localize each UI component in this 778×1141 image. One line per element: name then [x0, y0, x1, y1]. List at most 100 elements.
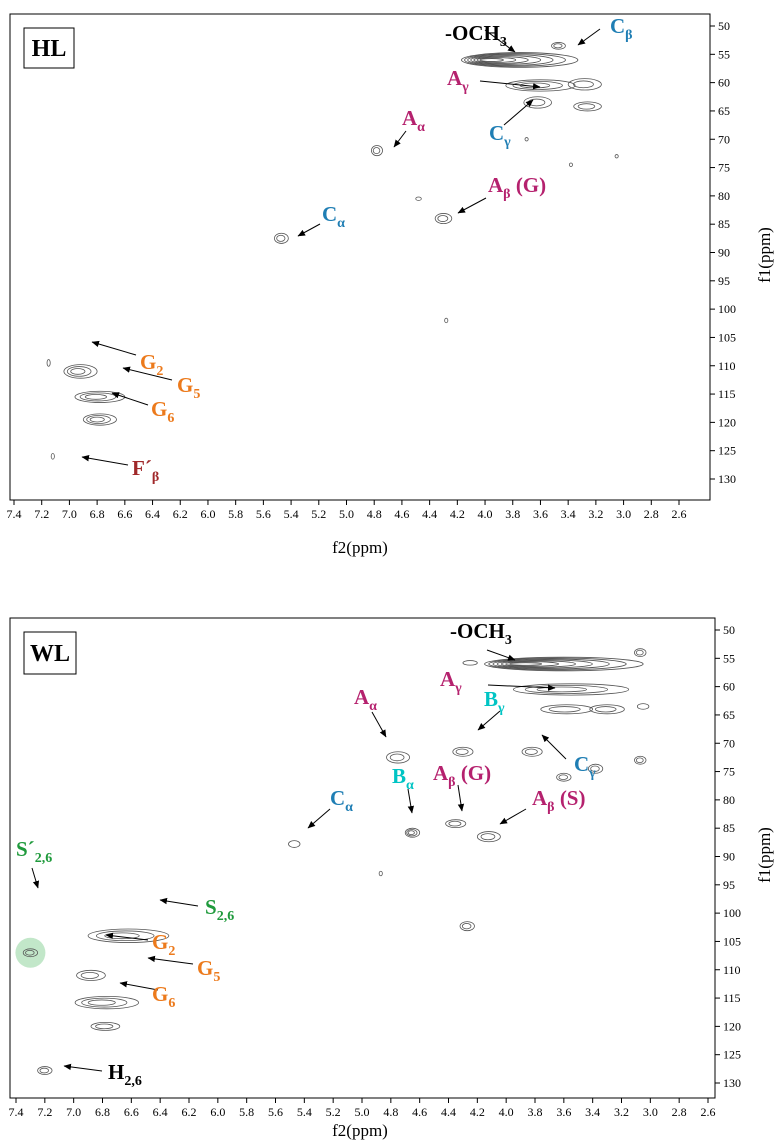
cross-peak — [82, 413, 117, 426]
x-tick-label: 3.4 — [585, 1105, 600, 1119]
contour-ring — [634, 755, 647, 765]
peak-label: G6 — [151, 397, 174, 426]
contour-ring — [505, 661, 559, 667]
x-tick-label: 3.8 — [505, 507, 520, 521]
cross-peak — [634, 648, 647, 658]
x-tick-label: 5.0 — [339, 507, 354, 521]
peak-label: S2,6 — [205, 895, 234, 924]
peak-label-main: G — [197, 956, 213, 980]
y-tick-label: 110 — [723, 963, 741, 977]
x-axis-title: f2(ppm) — [332, 1121, 388, 1140]
y-tick-label: 95 — [723, 878, 735, 892]
contour-ring — [558, 774, 568, 781]
peak-label-main: A — [488, 173, 504, 197]
contour-ring — [434, 213, 453, 225]
y-tick-label: 95 — [718, 274, 730, 288]
peak-label-main: C — [322, 202, 337, 226]
contour-ring — [587, 763, 604, 774]
x-tick-label: 5.2 — [326, 1105, 341, 1119]
x-tick-label: 3.2 — [588, 507, 603, 521]
peak-label-sub: β — [547, 800, 554, 815]
contour-ring — [614, 154, 619, 159]
peak-label-main: A — [354, 685, 370, 709]
cross-peak — [415, 196, 422, 201]
x-tick-label: 5.6 — [256, 507, 271, 521]
x-tick-label: 5.6 — [268, 1105, 283, 1119]
contour-ring — [536, 686, 587, 693]
x-tick-label: 4.0 — [499, 1105, 514, 1119]
peak-label-sub: α — [337, 216, 345, 231]
peak-label-main: A — [440, 667, 456, 691]
contour-ring — [84, 394, 107, 400]
cross-peak — [288, 840, 301, 848]
cross-peak — [87, 928, 170, 943]
contour-ring — [66, 366, 92, 377]
peak-label-sub: 5 — [193, 387, 200, 402]
contour-ring — [496, 659, 593, 669]
peak-label: -OCH3 — [445, 21, 507, 50]
y-tick-label: 60 — [718, 76, 730, 90]
cross-peak — [90, 1022, 121, 1031]
contour-ring — [521, 746, 543, 757]
peak-label-suffix: (S) — [555, 786, 586, 810]
cross-peak — [551, 42, 566, 50]
y-tick-label: 100 — [723, 906, 741, 920]
contour-ring — [573, 101, 602, 112]
cross-peak — [568, 162, 573, 167]
contour-ring — [448, 820, 462, 827]
annotation-arrow — [63, 1063, 103, 1072]
contour-ring — [473, 56, 529, 64]
cross-peak — [404, 827, 421, 838]
contour-ring — [594, 706, 617, 713]
contour-ring — [82, 413, 117, 426]
contour-ring — [635, 649, 644, 656]
peak-label-sub: γ — [461, 80, 469, 95]
peak-label-sub: 2,6 — [217, 909, 235, 924]
contour-ring — [461, 923, 472, 930]
x-tick-label: 6.8 — [90, 507, 105, 521]
x-tick-label: 3.0 — [643, 1105, 658, 1119]
x-axis-title: f2(ppm) — [332, 538, 388, 557]
panel-hl: 7.4 7.2 7.0 6.8 6.6 6.4 6.2 6.0 5.8 5.6 5.4 5.2 5.0 4… — [7, 13, 774, 557]
contour-ring — [512, 683, 630, 696]
contour-ring — [540, 704, 594, 715]
contour-ring — [372, 147, 381, 155]
x-tick-label: 4.0 — [478, 507, 493, 521]
peak-label-main: A — [402, 106, 418, 130]
peak-label-sub: β — [448, 775, 455, 790]
contour-ring — [95, 930, 155, 942]
contour-ring — [589, 704, 625, 715]
y-tick-label: 55 — [723, 651, 735, 665]
cross-peak — [371, 145, 383, 157]
contour-ring — [445, 819, 467, 829]
cross-peak — [37, 1066, 53, 1075]
annotation-arrow — [486, 649, 516, 661]
y-tick-label: 70 — [723, 736, 735, 750]
peak-label-sub: α — [345, 800, 353, 815]
contour-ring — [470, 55, 542, 65]
peak-label-sub: β — [625, 28, 632, 43]
contour-ring — [509, 662, 543, 666]
contour-ring — [81, 997, 128, 1008]
y-tick-label: 50 — [718, 19, 730, 33]
plot-frame — [9, 13, 711, 501]
contour-ring — [590, 765, 600, 772]
contour-ring — [461, 52, 579, 68]
annotation-arrow — [487, 684, 556, 691]
contour-ring — [464, 53, 566, 67]
highlight-circle — [15, 937, 46, 968]
y-tick-label: 115 — [718, 387, 736, 401]
contour-ring — [548, 706, 581, 713]
x-tick-label: 4.8 — [383, 1105, 398, 1119]
cross-peak — [589, 704, 625, 715]
contour-ring — [573, 80, 594, 89]
annotation-arrow — [119, 981, 159, 991]
x-tick-label: 3.6 — [533, 507, 548, 521]
peak-label-main: G — [140, 350, 156, 374]
peak-label-main: G — [152, 982, 168, 1006]
contour-ring — [488, 657, 627, 671]
y-tick-label: 55 — [718, 47, 730, 61]
cross-peak — [74, 390, 126, 403]
peak-label-sub: 3 — [500, 35, 507, 50]
x-tick-label: 5.4 — [284, 507, 299, 521]
